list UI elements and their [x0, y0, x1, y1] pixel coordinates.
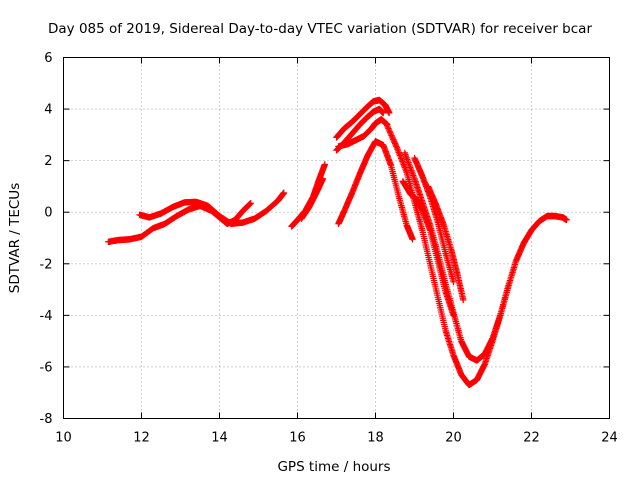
- x-tick-label: 22: [523, 431, 540, 446]
- data-point: [400, 161, 407, 168]
- data-point: [401, 164, 409, 171]
- data-point: [390, 137, 398, 145]
- y-tick-label: -4: [40, 309, 53, 324]
- data-point: [385, 109, 393, 117]
- y-axis-label: SDTVAR / TECUs: [7, 183, 23, 293]
- data-point: [563, 216, 570, 224]
- y-tick-label: -6: [40, 360, 53, 375]
- data-point: [247, 199, 254, 207]
- grid: [63, 57, 610, 419]
- x-axis-label: GPS time / hours: [277, 459, 390, 475]
- data-point: [380, 109, 387, 117]
- data-point: [395, 149, 402, 156]
- x-tick-label: 16: [289, 431, 306, 446]
- data-point: [402, 167, 410, 174]
- data-point: [388, 132, 395, 139]
- y-tick-label: 2: [44, 154, 52, 169]
- series-arc-4: [298, 175, 327, 222]
- data-point: [396, 152, 404, 159]
- data-point: [321, 161, 328, 168]
- data-point: [394, 146, 401, 153]
- y-tick-label: 4: [44, 103, 52, 118]
- data-point: [319, 175, 327, 182]
- y-tick-label: -2: [40, 257, 53, 272]
- data-point: [393, 144, 401, 151]
- data-point: [402, 165, 409, 173]
- series-arc-8: [335, 138, 416, 243]
- data-point: [280, 189, 288, 197]
- data-point: [385, 125, 392, 132]
- data-point: [398, 156, 406, 164]
- data-point: [386, 128, 393, 135]
- series-arc-12: [399, 178, 457, 319]
- series-arc-3: [288, 161, 328, 230]
- data-point: [392, 141, 399, 149]
- plot-frame: [63, 57, 610, 419]
- x-tick-label: 18: [367, 431, 384, 446]
- data-point: [399, 158, 406, 165]
- data-point: [389, 134, 396, 142]
- data-point: [393, 143, 400, 150]
- series-arc-13: [424, 183, 467, 304]
- y-tick-label: 0: [44, 206, 52, 221]
- y-tick-label: -8: [40, 412, 53, 427]
- x-tick-label: 24: [601, 431, 618, 446]
- data-point: [450, 278, 457, 286]
- x-tick-label: 10: [55, 431, 72, 446]
- data-point: [460, 296, 467, 304]
- data-point: [396, 150, 403, 158]
- data-point: [398, 155, 405, 162]
- y-tick-label: 6: [44, 51, 52, 66]
- x-tick-label: 20: [445, 431, 462, 446]
- data-point: [394, 147, 402, 155]
- data-point: [401, 162, 408, 170]
- data-point: [391, 139, 398, 146]
- data-point: [397, 153, 404, 161]
- series-arc-9: [384, 122, 570, 389]
- data-point: [388, 133, 396, 140]
- series-arc-10: [401, 149, 512, 364]
- data-point: [384, 124, 392, 131]
- data-point: [387, 129, 394, 136]
- data-point: [450, 312, 457, 319]
- data-point: [385, 126, 393, 134]
- series-arc-2: [136, 189, 288, 228]
- data-points: [105, 96, 570, 389]
- data-point: [387, 130, 395, 138]
- data-point: [384, 122, 391, 130]
- data-point: [390, 136, 397, 143]
- x-tick-label: 14: [211, 431, 228, 446]
- data-point: [409, 236, 416, 243]
- series-arc-7: [335, 116, 391, 150]
- x-tick-label: 12: [133, 431, 150, 446]
- chart-title: Day 085 of 2019, Sidereal Day-to-day VTE…: [48, 21, 592, 37]
- data-point: [504, 283, 512, 291]
- data-point: [399, 159, 407, 167]
- series-arc-5: [333, 96, 393, 141]
- data-point: [391, 140, 399, 147]
